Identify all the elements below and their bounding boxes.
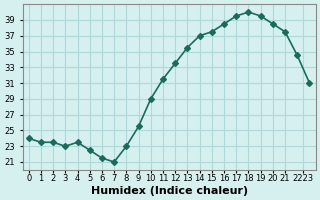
X-axis label: Humidex (Indice chaleur): Humidex (Indice chaleur) bbox=[91, 186, 248, 196]
